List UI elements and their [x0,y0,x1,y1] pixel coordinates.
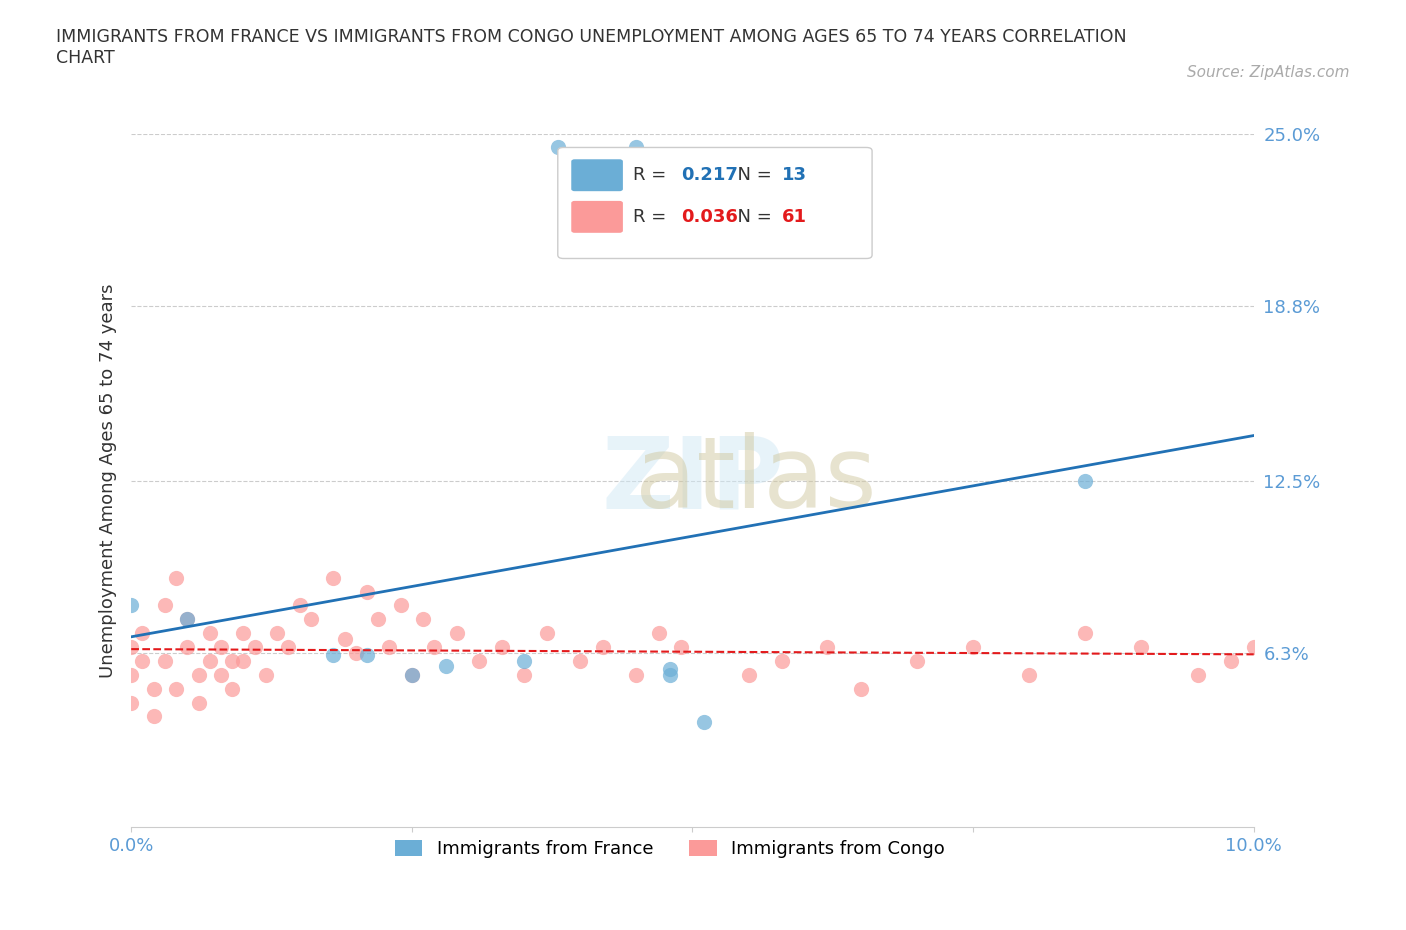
FancyBboxPatch shape [571,201,623,232]
Point [569,654,592,669]
Text: atlas: atlas [508,432,877,529]
Point [221,654,243,669]
FancyBboxPatch shape [558,148,872,259]
Point [849,681,872,696]
Point [209,640,232,655]
Text: R =: R = [633,166,672,184]
Point [165,570,187,585]
Point [737,668,759,683]
Point [266,626,288,641]
Point [536,626,558,641]
Point [176,612,198,627]
Point [962,640,984,655]
Point [378,640,401,655]
Text: Source: ZipAtlas.com: Source: ZipAtlas.com [1187,65,1350,80]
Point [209,668,232,683]
Point [153,598,176,613]
FancyBboxPatch shape [571,159,623,192]
Point [232,654,254,669]
Point [254,668,277,683]
Point [356,584,378,599]
Point [491,640,513,655]
Point [367,612,389,627]
Text: 61: 61 [782,208,807,226]
Point [513,654,536,669]
Point [243,640,266,655]
Y-axis label: Unemployment Among Ages 65 to 74 years: Unemployment Among Ages 65 to 74 years [100,284,117,678]
Point [468,654,491,669]
Point [446,626,468,641]
Point [1187,668,1209,683]
Point [648,626,671,641]
Text: 0.217: 0.217 [682,166,738,184]
Point [120,668,142,683]
Point [198,654,221,669]
Point [412,612,434,627]
Point [131,626,153,641]
Text: 13: 13 [782,166,807,184]
Point [401,668,423,683]
Point [221,681,243,696]
Point [659,662,682,677]
Point [299,612,322,627]
Point [389,598,412,613]
Point [592,640,614,655]
Point [401,668,423,683]
Point [1130,640,1153,655]
Point [659,668,682,683]
Point [547,140,569,155]
Point [1243,640,1265,655]
Point [434,659,457,674]
Point [815,640,838,655]
Point [120,695,142,710]
Point [905,654,928,669]
Point [187,695,209,710]
Point [120,598,142,613]
Point [671,640,693,655]
Point [423,640,446,655]
Point [232,626,254,641]
Text: N =: N = [725,208,778,226]
Point [356,648,378,663]
Point [322,570,344,585]
Point [1220,654,1243,669]
Text: IMMIGRANTS FROM FRANCE VS IMMIGRANTS FROM CONGO UNEMPLOYMENT AMONG AGES 65 TO 74: IMMIGRANTS FROM FRANCE VS IMMIGRANTS FRO… [56,28,1126,67]
Point [1018,668,1040,683]
Point [198,626,221,641]
Legend: Immigrants from France, Immigrants from Congo: Immigrants from France, Immigrants from … [387,830,953,867]
Text: 0.036: 0.036 [682,208,738,226]
Point [333,631,356,646]
Point [288,598,311,613]
Point [131,654,153,669]
Point [626,140,648,155]
Text: R =: R = [633,208,672,226]
Point [1074,473,1097,488]
Point [1074,626,1097,641]
Point [187,668,209,683]
Point [693,714,716,729]
Point [513,668,536,683]
Point [344,645,367,660]
Point [770,654,793,669]
Point [120,640,142,655]
Point [176,640,198,655]
Text: ZIP: ZIP [600,432,785,529]
Point [142,709,165,724]
Text: N =: N = [725,166,778,184]
Point [153,654,176,669]
Point [277,640,299,655]
Point [165,681,187,696]
Point [142,681,165,696]
Point [322,648,344,663]
Point [626,668,648,683]
Point [176,612,198,627]
